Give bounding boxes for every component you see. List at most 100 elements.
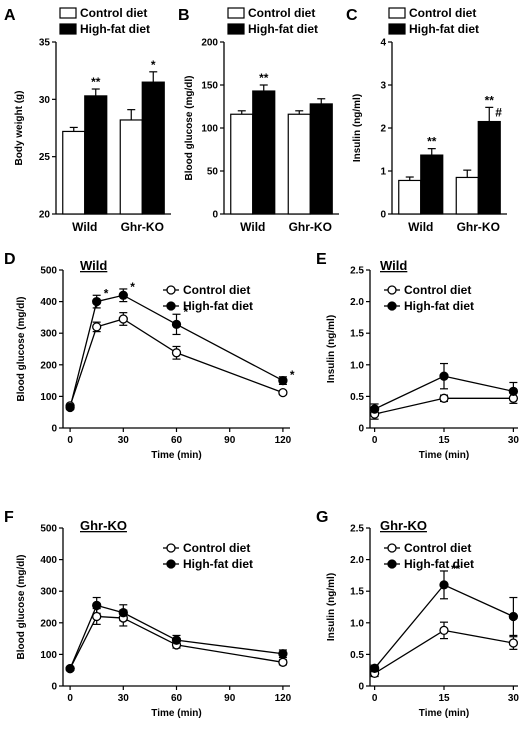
data-point [439, 371, 449, 381]
x-axis-label-e: Time (min) [419, 450, 469, 461]
legend-swatch [388, 23, 406, 35]
y-tick-label: 30 [39, 95, 51, 106]
legend-swatch [227, 23, 245, 35]
legend-marker [166, 285, 176, 295]
legend-entry: Control diet [404, 541, 471, 555]
y-tick-label: 20 [39, 210, 51, 221]
legend-marker [387, 301, 397, 311]
y-tick-label: 200 [40, 618, 57, 629]
significance-mark: # [495, 105, 502, 119]
x-tick-label: 30 [118, 435, 130, 446]
y-tick-label: 0.5 [350, 650, 364, 661]
legend-entry: High-fat diet [404, 299, 474, 313]
category-label: Ghr-KO [121, 220, 164, 234]
y-tick-label: 300 [40, 587, 57, 598]
x-tick-label: 30 [118, 693, 130, 704]
bar [309, 103, 333, 215]
y-tick-label: 0.5 [350, 392, 364, 403]
data-point [92, 296, 102, 307]
x-axis-label-g: Time (min) [419, 708, 469, 719]
y-axis-label-f: Blood glucose (mg/dl) [16, 555, 27, 660]
legend-marker [166, 301, 176, 311]
y-tick-label: 0 [51, 682, 57, 693]
data-point [92, 322, 102, 332]
data-point [439, 625, 449, 636]
category-label: Wild [240, 220, 265, 234]
legend-marker [387, 543, 397, 553]
legend-swatch [59, 7, 77, 19]
group-title-e: Wild [380, 258, 407, 273]
y-tick-label: 35 [39, 38, 51, 49]
y-tick-label: 2.5 [350, 524, 364, 535]
x-tick-label: 120 [275, 435, 292, 446]
x-tick-label: 0 [67, 435, 73, 446]
y-axis-label-g: Insulin (ng/ml) [326, 573, 337, 641]
y-tick-label: 1.5 [350, 587, 364, 598]
x-tick-label: 60 [171, 435, 183, 446]
data-point [369, 404, 380, 414]
x-tick-label: 120 [275, 693, 292, 704]
x-tick-label: 90 [224, 435, 236, 446]
y-tick-label: 0 [51, 424, 57, 435]
data-point [278, 387, 288, 398]
legend-swatch [388, 7, 406, 19]
y-axis-label-e: Insulin (ng/ml) [326, 315, 337, 383]
legend-entry: Control diet [248, 6, 315, 20]
y-tick-label: 2.0 [350, 297, 364, 308]
y-tick-label: 1.5 [350, 329, 364, 340]
legend-entry: High-fat diet [404, 557, 474, 571]
y-tick-label: 4 [380, 38, 386, 49]
panel-label-b: B [178, 7, 190, 24]
legend-marker [166, 543, 176, 553]
significance-mark: * [151, 58, 156, 72]
bar [119, 119, 143, 215]
significance-mark: * [184, 305, 189, 319]
y-tick-label: 50 [207, 167, 219, 178]
y-tick-label: 2.0 [350, 555, 364, 566]
y-axis-label-d: Blood glucose (mg/dl) [16, 297, 27, 402]
data-point [508, 638, 519, 648]
data-point [118, 314, 128, 324]
legend-entry: High-fat diet [183, 299, 253, 313]
significance-mark: ** [259, 71, 269, 85]
data-point [278, 375, 288, 386]
bar [84, 95, 108, 215]
data-point [171, 635, 182, 645]
y-tick-label: 400 [40, 555, 57, 566]
data-point [369, 663, 380, 673]
y-tick-label: 150 [201, 81, 218, 92]
legend-entry: Control diet [183, 541, 250, 555]
panel-label-c: C [346, 7, 358, 24]
bar [141, 81, 165, 215]
legend-entry: Control diet [409, 6, 476, 20]
y-tick-label: 200 [201, 38, 218, 49]
y-tick-label: 1 [380, 167, 386, 178]
bar [420, 154, 444, 215]
legend-entry: Control diet [183, 283, 250, 297]
bar [252, 90, 276, 215]
significance-mark: ** [91, 75, 101, 89]
group-title-g: Ghr-KO [380, 518, 427, 533]
category-label: Wild [408, 220, 433, 234]
panel-label-g: G [316, 509, 328, 526]
panel-label-d: D [4, 251, 16, 268]
x-tick-label: 90 [224, 693, 236, 704]
data-point [171, 319, 182, 330]
data-point [92, 611, 102, 622]
significance-mark: * [130, 280, 135, 294]
y-tick-label: 3 [380, 81, 386, 92]
data-point [92, 600, 102, 611]
x-tick-label: 30 [508, 693, 520, 704]
x-tick-label: 0 [67, 693, 73, 704]
panel-label-e: E [316, 251, 327, 268]
bar [455, 176, 479, 215]
legend-entry: High-fat diet [248, 22, 318, 36]
data-point [65, 663, 75, 674]
y-tick-label: 1.0 [350, 618, 364, 629]
y-tick-label: 200 [40, 360, 57, 371]
panel-label-a: A [4, 7, 16, 24]
data-point [439, 393, 449, 403]
data-point [118, 608, 128, 618]
bar [477, 120, 501, 215]
category-label: Ghr-KO [457, 220, 500, 234]
